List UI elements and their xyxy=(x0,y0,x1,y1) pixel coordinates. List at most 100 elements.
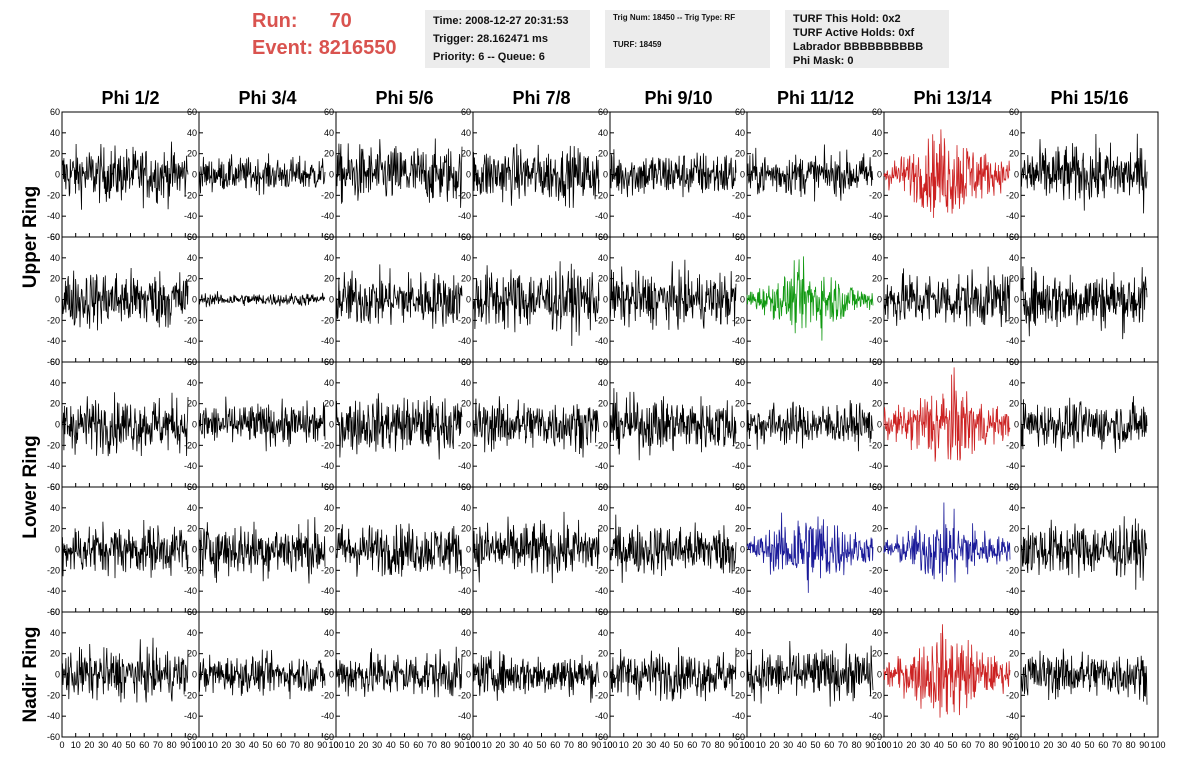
event-value: 8216550 xyxy=(318,37,397,59)
y-tick-label: 40 xyxy=(187,628,197,638)
y-tick-label: 20 xyxy=(598,649,608,659)
y-tick-label: 60 xyxy=(324,107,334,117)
y-tick-label: -40 xyxy=(869,336,882,346)
y-tick-label: 60 xyxy=(50,482,60,492)
y-tick-label: 0 xyxy=(329,420,334,430)
y-tick-label: 0 xyxy=(466,170,471,180)
waveform-trace xyxy=(883,367,1011,462)
y-tick-label: 20 xyxy=(872,399,882,409)
y-tick-label: -40 xyxy=(47,211,60,221)
x-tick-label: 0 xyxy=(881,740,886,750)
y-tick-label: 20 xyxy=(50,274,60,284)
y-tick-label: 40 xyxy=(461,628,471,638)
waveform-trace xyxy=(883,266,1011,328)
waveform-trace xyxy=(472,396,600,458)
y-tick-label: 0 xyxy=(877,295,882,305)
y-tick-label: -20 xyxy=(869,440,882,450)
y-tick-label: -40 xyxy=(184,211,197,221)
y-tick-label: 0 xyxy=(740,545,745,555)
turf-active-holds-text: TURF Active Holds: 0xf xyxy=(793,27,915,39)
y-tick-label: -40 xyxy=(321,336,334,346)
y-tick-label: 0 xyxy=(603,545,608,555)
y-tick-label: 40 xyxy=(50,378,60,388)
y-tick-label: 20 xyxy=(187,649,197,659)
y-tick-label: -40 xyxy=(1006,336,1019,346)
waveform-trace xyxy=(472,511,600,584)
x-tick-label: 70 xyxy=(701,740,711,750)
x-tick-label: 80 xyxy=(441,740,451,750)
y-tick-label: -40 xyxy=(595,336,608,346)
x-tick-label: 40 xyxy=(249,740,259,750)
y-tick-label: 0 xyxy=(740,295,745,305)
y-tick-label: 20 xyxy=(50,149,60,159)
y-tick-label: 20 xyxy=(324,524,334,534)
y-tick-label: 0 xyxy=(1014,170,1019,180)
waveform-trace xyxy=(746,400,874,452)
trig-num-text: Trig Num: 18450 -- Trig Type: RF xyxy=(613,13,736,22)
waveform-trace xyxy=(61,519,189,579)
y-tick-label: -40 xyxy=(869,461,882,471)
y-tick-label: -40 xyxy=(869,586,882,596)
phi-column-label: Phi 3/4 xyxy=(238,88,296,108)
y-tick-label: 20 xyxy=(1009,399,1019,409)
x-tick-label: 50 xyxy=(536,740,546,750)
y-tick-label: 60 xyxy=(50,232,60,242)
y-tick-label: 0 xyxy=(192,170,197,180)
y-tick-label: -20 xyxy=(1006,190,1019,200)
y-tick-label: 0 xyxy=(1014,295,1019,305)
y-tick-label: -20 xyxy=(1006,690,1019,700)
x-tick-label: 90 xyxy=(454,740,464,750)
y-tick-label: -20 xyxy=(595,440,608,450)
y-tick-label: 0 xyxy=(877,670,882,680)
x-tick-label: 40 xyxy=(112,740,122,750)
x-tick-label: 60 xyxy=(824,740,834,750)
y-tick-label: -20 xyxy=(47,315,60,325)
y-tick-label: 0 xyxy=(329,170,334,180)
y-tick-label: -60 xyxy=(47,482,60,492)
y-tick-label: -20 xyxy=(47,190,60,200)
y-tick-label: 0 xyxy=(329,670,334,680)
y-tick-label: -20 xyxy=(732,190,745,200)
y-tick-label: 20 xyxy=(872,149,882,159)
y-tick-label: 60 xyxy=(872,107,882,117)
x-tick-label: 100 xyxy=(602,740,617,750)
y-tick-label: -20 xyxy=(595,565,608,575)
x-tick-label: 20 xyxy=(769,740,779,750)
x-tick-label: 70 xyxy=(838,740,848,750)
y-tick-label: 20 xyxy=(50,399,60,409)
event-line: Event: 8216550 xyxy=(252,35,397,62)
y-tick-label: -40 xyxy=(595,586,608,596)
x-tick-label: 10 xyxy=(893,740,903,750)
y-tick-label: -20 xyxy=(595,190,608,200)
waveform-trace xyxy=(61,267,189,331)
phi-column-label: Phi 11/12 xyxy=(777,88,854,108)
waveform-trace xyxy=(61,141,189,210)
y-tick-label: -20 xyxy=(595,690,608,700)
x-tick-label: 70 xyxy=(290,740,300,750)
turf-this-hold-text: TURF This Hold: 0x2 xyxy=(793,13,901,25)
y-tick-label: 40 xyxy=(461,253,471,263)
y-tick-label: 60 xyxy=(735,107,745,117)
x-tick-label: 50 xyxy=(673,740,683,750)
y-tick-label: 60 xyxy=(461,357,471,367)
y-tick-label: 20 xyxy=(735,524,745,534)
y-tick-label: -20 xyxy=(1006,315,1019,325)
y-tick-label: 40 xyxy=(598,378,608,388)
y-tick-label: -40 xyxy=(47,711,60,721)
y-tick-label: 0 xyxy=(55,420,60,430)
y-tick-label: -60 xyxy=(184,732,197,742)
x-tick-label: 50 xyxy=(399,740,409,750)
y-tick-label: -20 xyxy=(321,315,334,325)
y-tick-label: 20 xyxy=(461,274,471,284)
y-tick-label: -40 xyxy=(321,211,334,221)
y-tick-label: -40 xyxy=(458,461,471,471)
